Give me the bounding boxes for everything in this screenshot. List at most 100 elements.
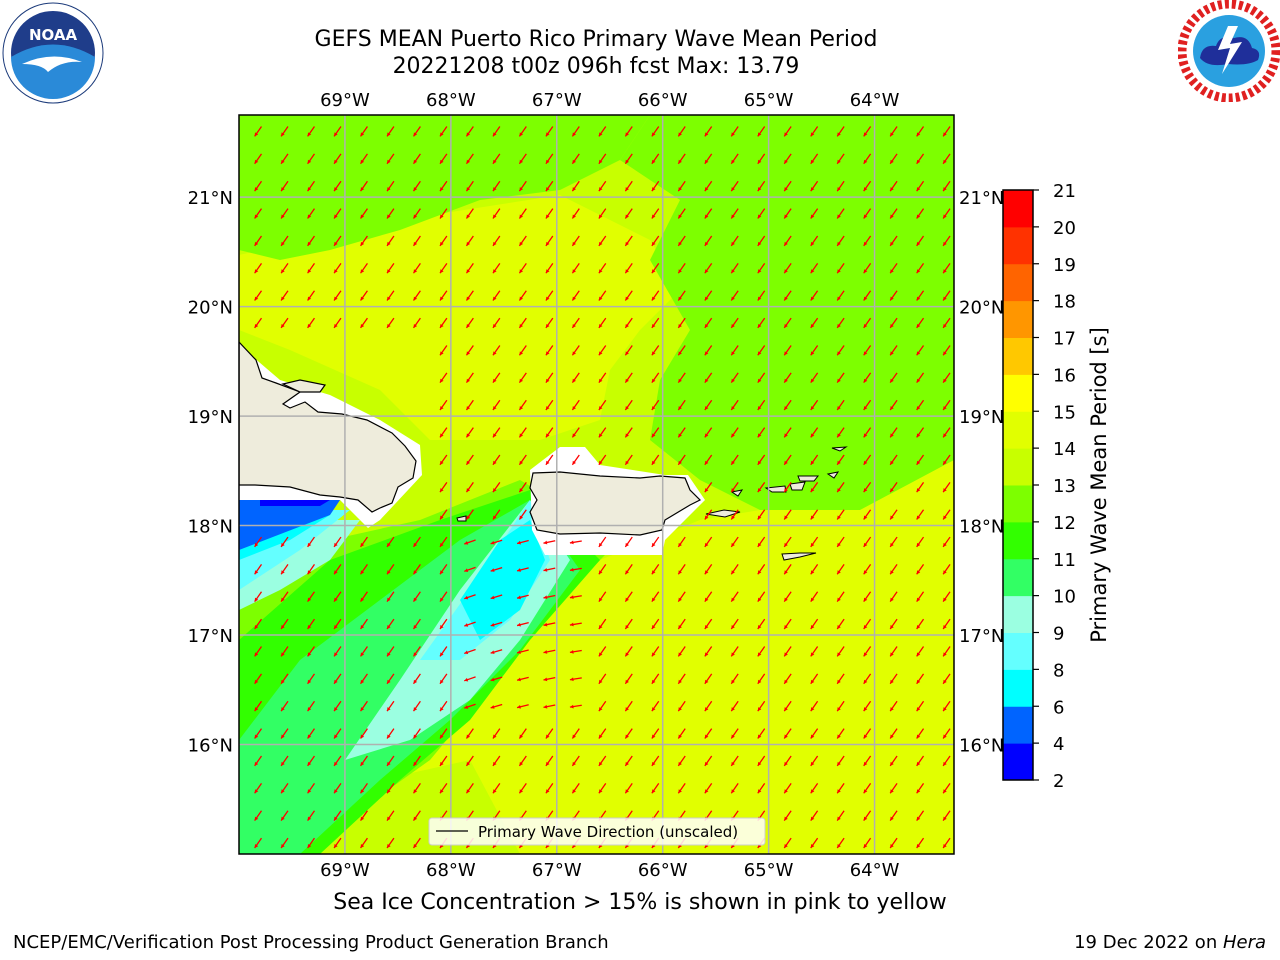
wave-arrow-icon — [810, 317, 819, 329]
wave-arrow-icon — [333, 837, 342, 849]
wave-arrow-icon — [783, 372, 792, 384]
wave-arrow-icon — [280, 618, 289, 630]
wave-arrow-icon — [836, 591, 845, 603]
wave-arrow-icon — [280, 290, 289, 301]
wave-arrow-icon — [783, 837, 792, 849]
wave-arrow-icon — [730, 755, 739, 767]
wave-arrow-icon — [651, 700, 660, 712]
wave-arrow-icon — [757, 728, 766, 739]
wave-arrow-icon — [465, 399, 474, 411]
wave-arrow-icon — [889, 837, 898, 849]
wave-arrow-icon — [651, 755, 660, 767]
legend-box — [428, 817, 766, 846]
wave-arrow-icon — [545, 317, 554, 329]
wave-arrow-icon — [518, 290, 527, 301]
wave-arrow-icon — [569, 540, 582, 545]
colorbar-label: Primary Wave Mean Period [s] — [1087, 327, 1111, 643]
colorbar-swatch — [1003, 226, 1033, 265]
wave-arrow-icon — [571, 372, 580, 384]
wave-arrow-icon — [730, 126, 739, 137]
wave-arrow-icon — [651, 427, 660, 438]
wave-arrow-icon — [863, 235, 872, 247]
wave-arrow-icon — [412, 536, 421, 548]
wave-arrow-icon — [836, 783, 845, 794]
wave-arrow-icon — [783, 290, 792, 301]
wave-arrow-icon — [545, 427, 554, 438]
wave-arrow-icon — [651, 290, 660, 301]
wave-arrow-icon — [942, 618, 951, 630]
wave-arrow-icon — [254, 536, 263, 548]
wave-arrow-icon — [677, 564, 686, 575]
wave-arrow-icon — [757, 153, 766, 165]
wave-arrow-icon — [624, 372, 633, 384]
footer-date: 19 Dec 2022 on Hera — [1074, 932, 1266, 953]
wave-arrow-icon — [439, 700, 448, 712]
wave-arrow-icon — [704, 235, 713, 247]
wave-arrow-icon — [942, 317, 951, 329]
wave-arrow-icon — [783, 618, 792, 630]
wave-arrow-icon — [624, 454, 633, 466]
wave-arrow-icon — [624, 755, 633, 767]
wave-arrow-icon — [439, 262, 448, 274]
wave-arrow-icon — [412, 208, 421, 219]
wave-arrow-icon — [598, 700, 607, 712]
wave-arrow-icon — [543, 676, 556, 682]
wave-arrow-icon — [569, 595, 582, 600]
wave-arrow-icon — [412, 673, 421, 685]
wave-arrow-icon — [518, 427, 527, 438]
wave-arrow-icon — [545, 372, 554, 384]
wave-arrow-icon — [863, 536, 872, 548]
lat-tick-label-right: 19°N — [959, 407, 1004, 428]
wave-arrow-icon — [307, 591, 316, 603]
wave-arrow-icon — [254, 317, 263, 329]
footer-host: Hera — [1222, 932, 1266, 953]
wave-arrow-icon — [942, 345, 951, 356]
wave-arrow-icon — [543, 594, 556, 600]
wave-arrow-icon — [569, 622, 582, 627]
wave-arrow-icon — [863, 153, 872, 165]
wave-arrow-icon — [386, 646, 395, 657]
wave-arrow-icon — [490, 703, 503, 709]
wave-arrow-icon — [889, 180, 898, 192]
wave-arrow-icon — [677, 399, 686, 411]
wave-arrow-icon — [942, 646, 951, 657]
wave-arrow-icon — [810, 536, 819, 548]
wave-arrow-icon — [518, 153, 527, 165]
wave-arrow-icon — [651, 536, 660, 548]
wave-arrow-icon — [757, 427, 766, 438]
wave-arrow-icon — [386, 810, 395, 821]
wave-arrow-icon — [810, 427, 819, 438]
wave-arrow-icon — [942, 673, 951, 685]
st-thomas-island — [764, 485, 787, 493]
wave-arrow-icon — [307, 290, 316, 301]
wave-arrow-icon — [598, 153, 607, 165]
wave-arrow-icon — [836, 481, 845, 493]
wave-arrow-icon — [863, 755, 872, 767]
wave-arrow-icon — [810, 837, 819, 849]
wave-arrow-icon — [889, 372, 898, 384]
wave-arrow-icon — [757, 646, 766, 657]
wave-arrow-icon — [464, 539, 476, 545]
wave-arrow-icon — [783, 783, 792, 794]
wave-arrow-icon — [916, 755, 925, 767]
wave-arrow-icon — [360, 837, 368, 849]
colorbar-tick-label: 10 — [1053, 587, 1076, 608]
wave-arrow-icon — [730, 454, 739, 466]
wave-arrow-icon — [307, 235, 316, 247]
lon-tick-label-top: 65°W — [744, 90, 794, 111]
wave-arrow-icon — [280, 235, 289, 247]
wave-arrow-icon — [465, 372, 474, 384]
wave-arrow-icon — [439, 481, 448, 493]
wave-period-field — [239, 115, 954, 854]
wave-arrow-icon — [677, 290, 686, 301]
wave-arrow-icon — [651, 317, 660, 329]
hispaniola-land — [239, 341, 417, 513]
wave-arrow-icon — [412, 700, 421, 712]
colorbar-tick-label: 19 — [1053, 255, 1076, 276]
wave-arrow-icon — [545, 153, 554, 165]
wave-arrow-icon — [704, 646, 713, 657]
lat-tick-label-right: 21°N — [959, 188, 1004, 209]
wave-arrow-icon — [889, 454, 898, 466]
colorbar-tick-label: 9 — [1053, 624, 1064, 645]
wave-arrow-icon — [624, 673, 633, 685]
